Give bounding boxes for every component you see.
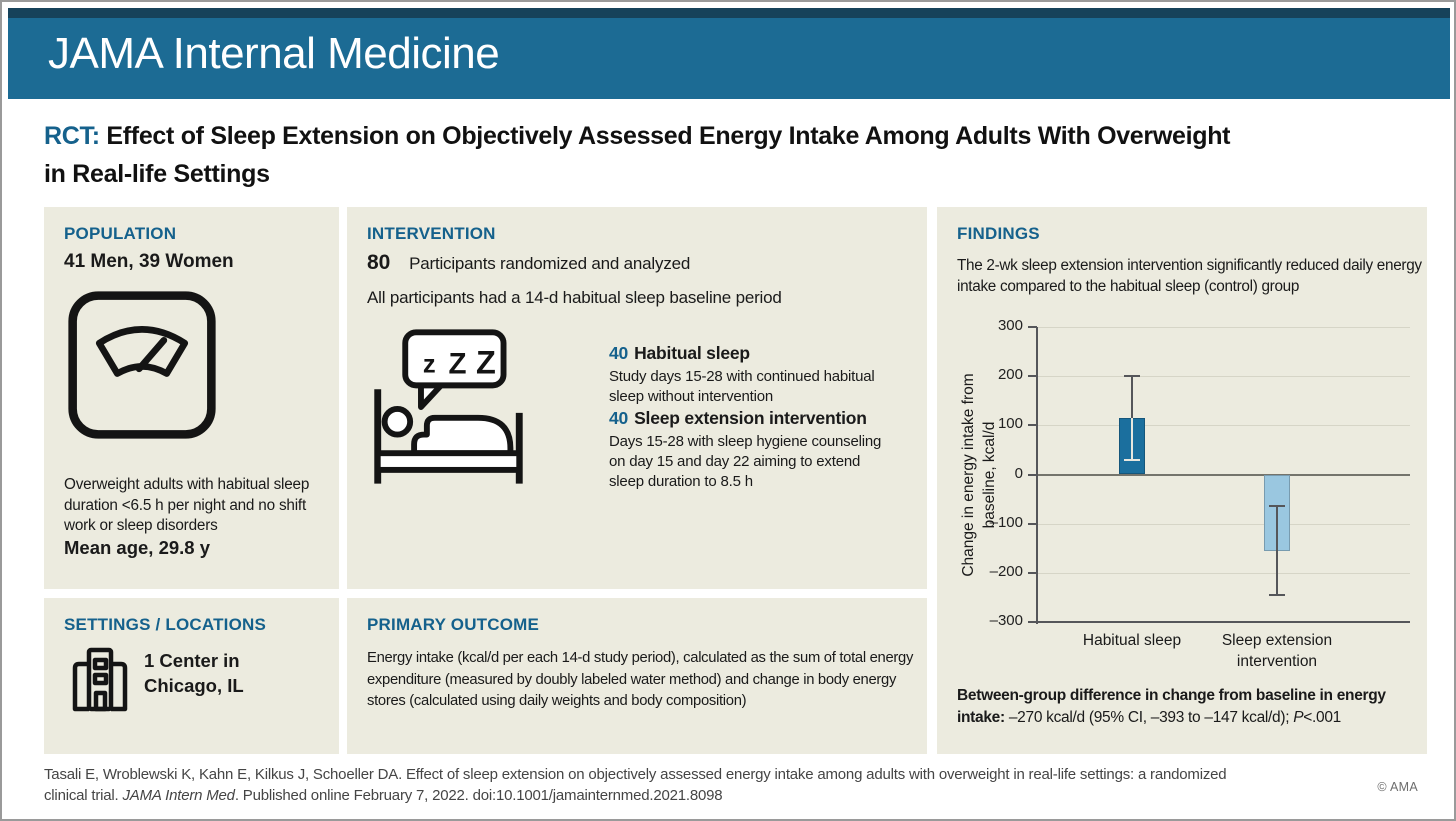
weight-scale-icon bbox=[66, 289, 218, 441]
svg-text:Z: Z bbox=[476, 345, 496, 381]
group-habitual-sleep: 40 Habitual sleep Study days 15-28 with c… bbox=[609, 343, 909, 407]
group-title: 40 Habitual sleep bbox=[609, 343, 909, 364]
randomized-count-row: 80 Participants randomized and analyzed bbox=[367, 251, 690, 275]
group-sleep-extension: 40 Sleep extension intervention Days 15-2… bbox=[609, 408, 909, 492]
y-tick-label: –300 bbox=[989, 612, 1023, 629]
stat-value: –270 kcal/d (95% CI, –393 to –147 kcal/d… bbox=[1004, 708, 1294, 726]
primary-outcome-panel: PRIMARY OUTCOME Energy intake (kcal/d pe… bbox=[347, 598, 927, 754]
x-axis-line bbox=[1037, 621, 1410, 623]
svg-text:z: z bbox=[423, 351, 436, 379]
stat-p-symbol: P bbox=[1293, 708, 1304, 726]
masthead: JAMA Internal Medicine bbox=[8, 8, 1450, 99]
primary-outcome-heading: PRIMARY OUTCOME bbox=[367, 615, 540, 634]
gridline bbox=[1037, 327, 1410, 328]
citation-line2-pre: clinical trial. bbox=[44, 787, 123, 804]
stat-p-value: <.001 bbox=[1303, 708, 1342, 726]
settings-heading: SETTINGS / LOCATIONS bbox=[64, 615, 267, 634]
y-tick-label: 0 bbox=[1014, 464, 1023, 482]
x-category-label: Sleep extension intervention bbox=[1221, 632, 1333, 670]
error-bar-cap bbox=[1269, 593, 1285, 596]
gridline bbox=[1037, 425, 1410, 427]
title-line1: Effect of Sleep Extension on Objectively… bbox=[106, 122, 1231, 150]
error-bar-line bbox=[1131, 376, 1133, 418]
title-line2: in Real-life Settings bbox=[44, 160, 270, 188]
error-bar-line bbox=[1131, 417, 1133, 460]
citation-line1: Tasali E, Wroblewski K, Kahn E, Kilkus J… bbox=[44, 766, 1227, 783]
settings-location: 1 Center in Chicago, IL bbox=[144, 650, 244, 696]
y-tick-mark bbox=[1028, 326, 1037, 328]
error-bar-cap bbox=[1124, 458, 1140, 461]
group-n: 40 bbox=[609, 343, 629, 363]
gridline bbox=[1037, 572, 1410, 574]
zero-line bbox=[1037, 473, 1410, 476]
copyright-note: © AMA bbox=[1377, 780, 1418, 794]
gridline bbox=[1037, 376, 1410, 378]
article-title: RCT: Effect of Sleep Extension on Object… bbox=[44, 117, 1394, 193]
group-description: Days 15-28 with sleep hygiene counseling… bbox=[609, 433, 882, 490]
citation: Tasali E, Wroblewski K, Kahn E, Kilkus J… bbox=[44, 764, 1374, 806]
primary-outcome-description: Energy intake (kcal/d per each 14-d stud… bbox=[367, 650, 914, 709]
intervention-heading: INTERVENTION bbox=[367, 224, 496, 243]
bar-chart: 300 200 100 0 –100 –200 –300 Habitual sleep Slee… bbox=[937, 207, 1427, 754]
group-title: 40 Sleep extension intervention bbox=[609, 408, 909, 429]
between-group-stat: Between-group difference in change from … bbox=[957, 685, 1413, 728]
intervention-panel: INTERVENTION 80 Participants randomized … bbox=[347, 207, 927, 589]
error-bar-cap bbox=[1269, 505, 1285, 508]
population-description: Overweight adults with habitual sleep du… bbox=[64, 476, 310, 534]
population-count: 41 Men, 39 Women bbox=[64, 251, 234, 272]
findings-panel: FINDINGS The 2-wk sleep extension interv… bbox=[937, 207, 1427, 754]
settings-panel: SETTINGS / LOCATIONS 1 Center in Chicago… bbox=[44, 598, 339, 754]
y-axis-line bbox=[1036, 327, 1038, 624]
group-description: Study days 15-28 with continued habitual… bbox=[609, 368, 875, 405]
error-bar-cap bbox=[1124, 375, 1140, 378]
x-category-label: Habitual sleep bbox=[1082, 632, 1182, 649]
building-icon bbox=[68, 646, 132, 714]
sleeping-person-icon: z Z Z bbox=[362, 327, 534, 487]
baseline-note: All participants had a 14-d habitual sle… bbox=[367, 288, 782, 307]
findings-heading: FINDINGS bbox=[957, 224, 1040, 243]
findings-summary: The 2-wk sleep extension intervention si… bbox=[957, 257, 1422, 295]
y-tick-label: –200 bbox=[989, 562, 1023, 580]
randomized-count: 80 bbox=[367, 251, 391, 274]
y-tick-mark bbox=[1028, 473, 1037, 476]
y-tick-label: 300 bbox=[997, 317, 1023, 334]
y-tick-label: –100 bbox=[989, 513, 1023, 531]
masthead-top-strip bbox=[8, 8, 1450, 18]
gridline bbox=[1037, 523, 1410, 525]
population-mean-age: Mean age, 29.8 y bbox=[64, 537, 211, 558]
y-tick-mark bbox=[1028, 571, 1037, 574]
group-name: Sleep extension intervention bbox=[634, 408, 867, 428]
group-name: Habitual sleep bbox=[634, 343, 750, 363]
y-tick-mark bbox=[1028, 522, 1037, 525]
y-tick-mark bbox=[1028, 621, 1037, 623]
y-axis-title: Change in energy intake from baseline, k… bbox=[960, 373, 998, 577]
randomized-label: Participants randomized and analyzed bbox=[409, 254, 691, 273]
citation-journal: JAMA Intern Med bbox=[122, 787, 236, 804]
y-tick-mark bbox=[1028, 375, 1037, 378]
error-bar-line bbox=[1276, 506, 1278, 595]
journal-brand: JAMA Internal Medicine bbox=[48, 29, 500, 78]
stat-label: Between-group difference in change from … bbox=[957, 687, 1386, 726]
y-tick-label: 200 bbox=[997, 366, 1023, 384]
y-tick-label: 100 bbox=[997, 415, 1023, 433]
title-prefix: RCT: bbox=[44, 122, 100, 150]
citation-line2-post: . Published online February 7, 2022. doi… bbox=[234, 787, 723, 804]
population-panel: POPULATION 41 Men, 39 Women Overweight a… bbox=[44, 207, 339, 589]
population-heading: POPULATION bbox=[64, 224, 177, 243]
group-n: 40 bbox=[609, 408, 629, 428]
y-tick-mark bbox=[1028, 424, 1037, 427]
svg-text:Z: Z bbox=[448, 348, 466, 381]
